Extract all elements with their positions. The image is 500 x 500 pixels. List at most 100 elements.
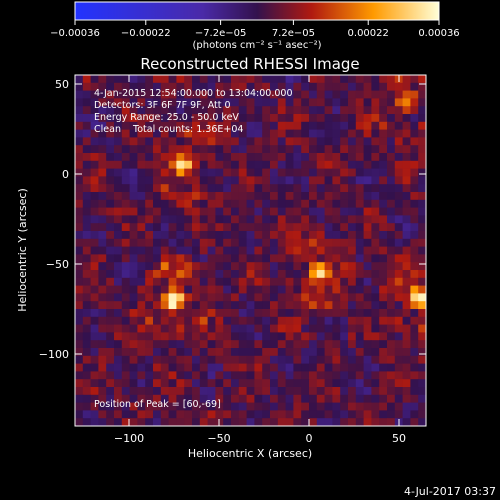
heatmap-cell: [254, 254, 263, 263]
x-tick-label: 50: [392, 432, 406, 445]
heatmap-cell: [285, 98, 294, 107]
heatmap-cell: [293, 363, 302, 372]
heatmap-cell: [90, 348, 99, 357]
heatmap-cell: [231, 160, 240, 170]
heatmap-cell: [223, 129, 232, 138]
heatmap-cell: [231, 355, 240, 365]
heatmap-cell: [387, 293, 396, 302]
heatmap-cell: [418, 316, 426, 326]
heatmap-cell: [418, 254, 426, 263]
heatmap-cell: [262, 371, 271, 380]
heatmap-cell: [184, 293, 193, 302]
heatmap-cell: [348, 379, 357, 388]
heatmap-cell: [129, 340, 138, 349]
heatmap-cell: [153, 168, 162, 177]
heatmap-cell: [270, 145, 279, 154]
heatmap-cell: [262, 199, 271, 209]
heatmap-cell: [363, 184, 372, 193]
heatmap-cell: [348, 316, 357, 326]
colorbar-tick-label: 7.2e−05: [272, 28, 315, 39]
heatmap-cell: [106, 371, 115, 380]
heatmap-cell: [254, 387, 263, 396]
heatmap-cell: [371, 90, 380, 99]
heatmap-cell: [254, 114, 263, 123]
heatmap-cell: [355, 301, 365, 310]
heatmap-cell: [160, 301, 170, 310]
heatmap-cell: [402, 332, 411, 341]
heatmap-cell: [363, 277, 372, 287]
heatmap-cell: [293, 316, 302, 326]
heatmap-cell: [75, 363, 84, 372]
heatmap-cell: [348, 355, 357, 365]
heatmap-cell: [223, 402, 232, 411]
heatmap-cell: [348, 246, 357, 255]
heatmap-cell: [90, 316, 99, 326]
heatmap-cell: [238, 223, 248, 232]
heatmap-cell: [262, 168, 271, 177]
heatmap-cell: [355, 90, 365, 99]
heatmap-cell: [387, 394, 396, 404]
heatmap-cell: [348, 238, 357, 248]
heatmap-cell: [207, 106, 216, 115]
heatmap-cell: [324, 402, 333, 411]
heatmap-cell: [348, 332, 357, 341]
heatmap-cell: [106, 153, 115, 162]
heatmap-cell: [246, 176, 255, 185]
heatmap-cell: [238, 285, 248, 294]
heatmap-cell: [114, 394, 123, 404]
heatmap-cell: [270, 332, 279, 341]
heatmap-cell: [340, 355, 349, 365]
heatmap-cell: [106, 387, 115, 396]
heatmap-cell: [176, 340, 185, 349]
heatmap-cell: [153, 402, 162, 411]
heatmap-cell: [363, 160, 372, 170]
heatmap-cell: [277, 121, 287, 131]
heatmap-cell: [207, 293, 216, 302]
heatmap-cell: [270, 324, 279, 333]
heatmap-cell: [254, 348, 263, 357]
heatmap-cell: [301, 262, 310, 271]
heatmap-cell: [121, 402, 131, 411]
heatmap-cell: [121, 90, 131, 99]
heatmap-cell: [387, 402, 396, 411]
heatmap-cell: [215, 106, 224, 115]
heatmap-cell: [246, 387, 255, 396]
heatmap-cell: [387, 316, 396, 326]
heatmap-cell: [309, 192, 318, 201]
heatmap-cell: [387, 145, 396, 154]
heatmap-cell: [145, 285, 154, 294]
heatmap-cell: [90, 332, 99, 341]
heatmap-cell: [355, 114, 365, 123]
heatmap-cell: [82, 301, 92, 310]
heatmap-cell: [254, 121, 263, 131]
heatmap-cell: [82, 82, 92, 92]
heatmap-cell: [293, 192, 302, 201]
heatmap-cell: [223, 192, 232, 201]
heatmap-cell: [254, 192, 263, 201]
heatmap-cell: [82, 238, 92, 248]
heatmap-cell: [106, 106, 115, 115]
heatmap-cell: [238, 90, 248, 99]
heatmap-cell: [106, 192, 115, 201]
heatmap-cell: [176, 402, 185, 411]
heatmap-cell: [238, 371, 248, 380]
heatmap-cell: [418, 379, 426, 388]
heatmap-cell: [418, 324, 426, 333]
heatmap-cell: [262, 410, 271, 419]
heatmap-cell: [137, 410, 146, 419]
heatmap-cell: [176, 82, 185, 92]
heatmap-cell: [238, 231, 248, 240]
heatmap-cell: [199, 371, 209, 380]
heatmap-cell: [262, 379, 271, 388]
heatmap-cell: [238, 145, 248, 154]
heatmap-cell: [121, 301, 131, 310]
heatmap-cell: [238, 192, 248, 201]
heatmap-cell: [309, 199, 318, 209]
heatmap-cell: [254, 238, 263, 248]
heatmap-cell: [129, 176, 138, 185]
heatmap-cell: [238, 270, 248, 279]
heatmap-cell: [394, 223, 404, 232]
heatmap-cell: [215, 418, 224, 426]
heatmap-cell: [82, 293, 92, 302]
heatmap-cell: [137, 192, 146, 201]
